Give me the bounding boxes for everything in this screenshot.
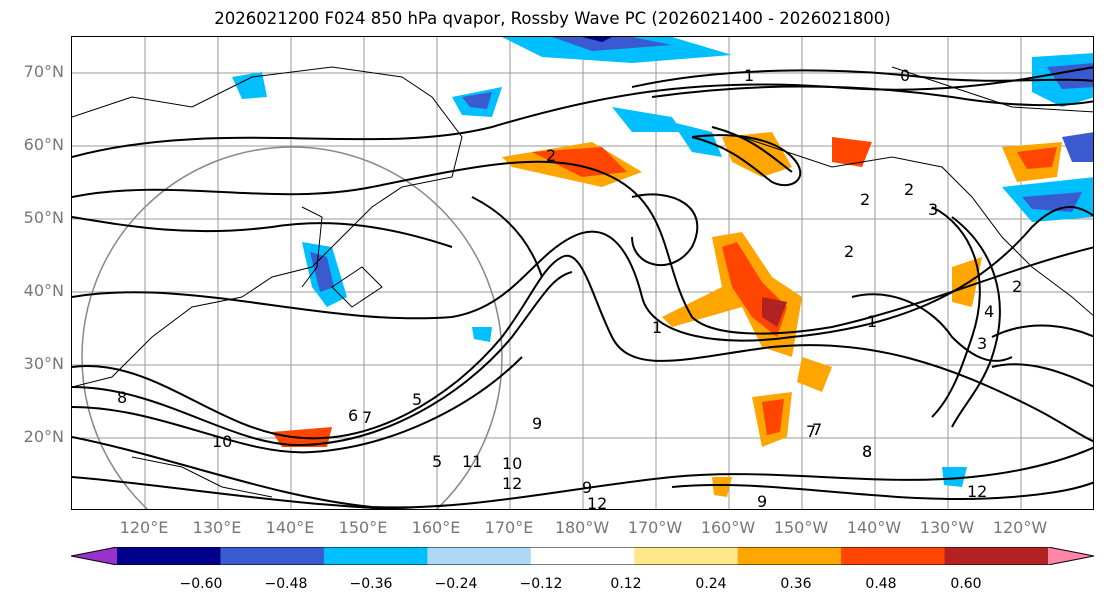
- colorbar-tick: 0.12: [610, 576, 642, 592]
- contour-label: 12: [587, 494, 607, 510]
- map-canvas: 1 0 2 2 2 2 3 1 2 7 1 5 8 7 6 4 3 5 10 8…: [72, 37, 1093, 510]
- contour-label: 8: [117, 388, 127, 407]
- contour-label: 12: [967, 482, 987, 501]
- contour-label: 1: [744, 66, 754, 85]
- colorbar-tick: −0.48: [264, 576, 308, 592]
- colorbar-extend-high: [1048, 547, 1094, 565]
- colorbar-tick: −0.36: [349, 576, 393, 592]
- lat-label: 50°N: [23, 208, 64, 227]
- contour-label-group: 1 0 2 2 2 2 3 1 2 7 1 5 8 7 6 4 3 5 10 8…: [117, 66, 1022, 510]
- range-circle: [81, 146, 503, 509]
- contour-label: 10: [502, 454, 522, 473]
- lon-label: 150°W: [773, 518, 829, 537]
- contour-label: 3: [928, 200, 938, 219]
- colorbar-segment: [634, 547, 739, 565]
- contour-label: 8: [862, 442, 872, 461]
- graticule: [72, 37, 1093, 509]
- map-title: 2026021200 F024 850 hPa qvapor, Rossby W…: [214, 9, 891, 28]
- lat-label: 60°N: [23, 135, 64, 154]
- colorbar-segment: [841, 547, 946, 565]
- lon-label: 130°E: [192, 518, 242, 537]
- lat-label: 70°N: [23, 62, 64, 81]
- lon-label: 120°E: [119, 518, 169, 537]
- lon-label: 160°E: [411, 518, 461, 537]
- contour-label: 4: [984, 302, 994, 321]
- lon-label: 160°W: [700, 518, 756, 537]
- colorbar-tick: −0.12: [519, 576, 563, 592]
- colorbar-segment: [323, 547, 428, 565]
- contour-label: 2: [1012, 277, 1022, 296]
- colorbar-tick: −0.60: [179, 576, 223, 592]
- contour-label: 2: [546, 146, 556, 165]
- lat-label: 20°N: [23, 427, 64, 446]
- colorbar-segment: [530, 547, 635, 565]
- contour-label: 1: [652, 318, 662, 337]
- contour-label: 5: [432, 452, 442, 471]
- colorbar-tick: 0.24: [695, 576, 727, 592]
- contour-label: 1: [867, 312, 877, 331]
- contour-label: 7: [362, 408, 372, 427]
- lon-label: 130°W: [919, 518, 975, 537]
- lon-label: 140°W: [846, 518, 902, 537]
- colorbar-tick: 0.60: [950, 576, 982, 592]
- lon-label: 170°E: [484, 518, 534, 537]
- contour-label: 7: [812, 420, 822, 439]
- colorbar: [71, 547, 1094, 565]
- lat-label: 30°N: [23, 354, 64, 373]
- contour-label: 9: [582, 478, 592, 497]
- contour-label: 9: [532, 414, 542, 433]
- contour-label: 8: [862, 442, 872, 461]
- lon-label: 120°W: [992, 518, 1048, 537]
- contour-label: 12: [502, 474, 522, 493]
- colorbar-segment: [737, 547, 842, 565]
- contour-label: 10: [212, 432, 232, 451]
- colorbar-segment: [427, 547, 532, 565]
- contour-label: 2: [860, 190, 870, 209]
- colorbar-tick: 0.36: [780, 576, 812, 592]
- contour-label: 11: [462, 452, 482, 471]
- contour-label: 0: [900, 66, 910, 85]
- contour-lines: [72, 66, 1093, 509]
- positive-anomaly-shading: [272, 132, 1062, 497]
- lat-label: 40°N: [23, 281, 64, 300]
- colorbar-tick: −0.24: [434, 576, 478, 592]
- colorbar-tick: 0.48: [865, 576, 897, 592]
- contour-label: 3: [977, 334, 987, 353]
- colorbar-extend-low: [71, 547, 117, 565]
- coastlines: [72, 66, 1093, 498]
- contour-label: 6: [348, 406, 358, 425]
- contour-label: 2: [844, 242, 854, 261]
- colorbar-segment: [117, 547, 221, 565]
- colorbar-segment: [944, 547, 1049, 565]
- contour-label: 7: [806, 422, 816, 441]
- contour-label: 9: [757, 492, 767, 510]
- map-panel: 1 0 2 2 2 2 3 1 2 7 1 5 8 7 6 4 3 5 10 8…: [71, 36, 1094, 510]
- lon-label: 140°E: [265, 518, 315, 537]
- contour-label: 2: [904, 180, 914, 199]
- lon-label: 180°W: [554, 518, 610, 537]
- contour-label: 5: [412, 390, 422, 409]
- lon-label: 170°W: [627, 518, 683, 537]
- lon-label: 150°E: [338, 518, 388, 537]
- colorbar-segment: [220, 547, 325, 565]
